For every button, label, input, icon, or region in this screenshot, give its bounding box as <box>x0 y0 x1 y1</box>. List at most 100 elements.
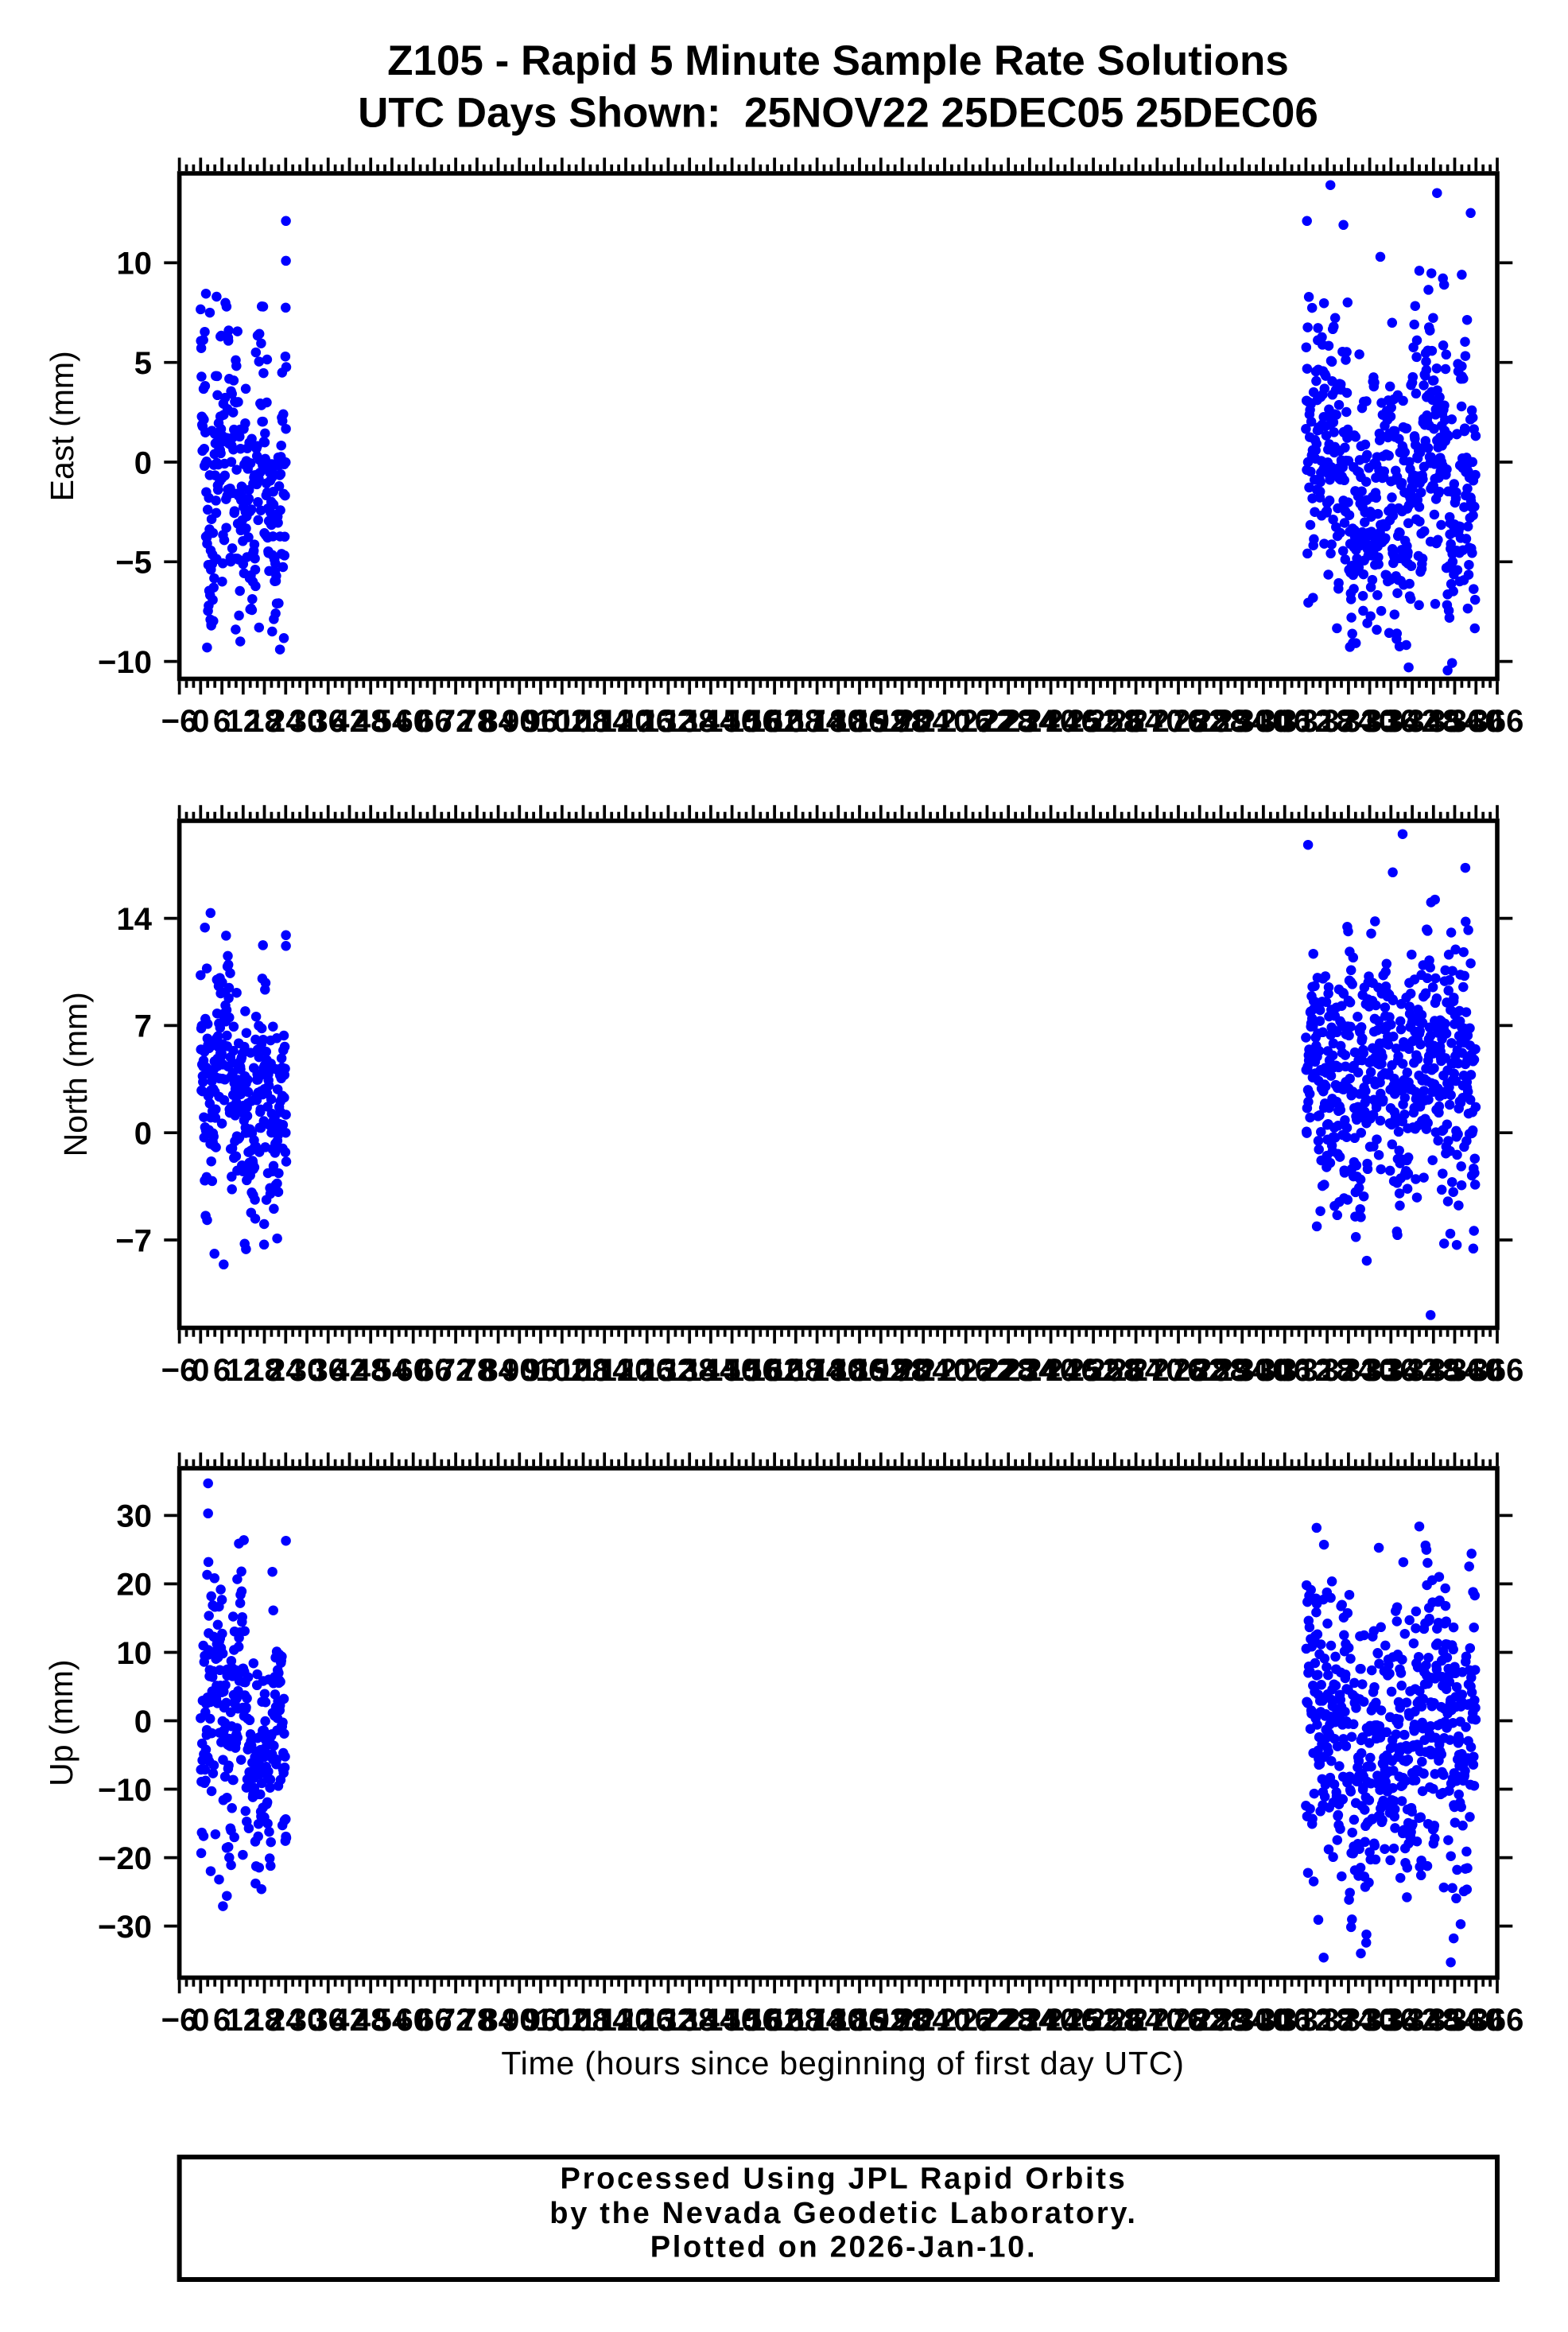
svg-text:276: 276 <box>1152 1353 1205 1388</box>
svg-text:300: 300 <box>1237 1353 1290 1388</box>
svg-text:East (mm): East (mm) <box>44 351 80 501</box>
svg-text:246: 246 <box>1046 2003 1099 2038</box>
svg-text:54: 54 <box>375 1353 410 1388</box>
svg-text:30: 30 <box>289 704 325 739</box>
svg-text:156: 156 <box>727 2003 780 2038</box>
svg-text:156: 156 <box>727 1353 780 1388</box>
svg-text:60: 60 <box>395 1353 431 1388</box>
svg-text:18: 18 <box>246 704 282 739</box>
svg-text:138: 138 <box>663 704 716 739</box>
svg-text:330: 330 <box>1343 704 1396 739</box>
svg-text:48: 48 <box>353 2003 389 2038</box>
svg-text:360: 360 <box>1450 1353 1503 1388</box>
svg-text:−7: −7 <box>115 1223 152 1258</box>
svg-text:Processed Using JPL Rapid Orbi: Processed Using JPL Rapid Orbits <box>561 2162 1127 2195</box>
svg-text:144: 144 <box>685 2003 738 2038</box>
svg-text:174: 174 <box>790 2003 844 2038</box>
svg-text:126: 126 <box>620 2003 673 2038</box>
svg-text:−5: −5 <box>115 546 152 581</box>
svg-text:180: 180 <box>812 1353 865 1388</box>
svg-text:96: 96 <box>523 1353 559 1388</box>
svg-text:96: 96 <box>523 2003 559 2038</box>
svg-text:300: 300 <box>1237 2003 1290 2038</box>
svg-text:336: 336 <box>1364 1353 1418 1388</box>
svg-text:306: 306 <box>1258 704 1311 739</box>
svg-text:186: 186 <box>833 704 887 739</box>
svg-text:48: 48 <box>353 704 389 739</box>
svg-text:90: 90 <box>502 1353 538 1388</box>
svg-text:174: 174 <box>790 704 844 739</box>
svg-text:42: 42 <box>332 1353 367 1388</box>
svg-text:150: 150 <box>705 1353 759 1388</box>
svg-text:252: 252 <box>1067 1353 1120 1388</box>
svg-text:210: 210 <box>918 704 972 739</box>
svg-text:0: 0 <box>134 445 152 480</box>
svg-text:156: 156 <box>727 704 780 739</box>
svg-text:318: 318 <box>1301 2003 1354 2038</box>
svg-text:20: 20 <box>117 1568 153 1603</box>
svg-text:54: 54 <box>375 2003 410 2038</box>
svg-text:120: 120 <box>600 704 653 739</box>
svg-text:228: 228 <box>982 2003 1035 2038</box>
svg-text:72: 72 <box>438 704 474 739</box>
svg-text:132: 132 <box>642 1353 695 1388</box>
svg-text:12: 12 <box>226 704 262 739</box>
svg-text:348: 348 <box>1407 2003 1460 2038</box>
svg-text:126: 126 <box>620 1353 673 1388</box>
svg-text:228: 228 <box>982 1353 1035 1388</box>
svg-text:270: 270 <box>1131 704 1184 739</box>
svg-text:144: 144 <box>685 1353 738 1388</box>
svg-text:72: 72 <box>438 1353 474 1388</box>
svg-text:276: 276 <box>1152 704 1205 739</box>
svg-text:222: 222 <box>961 2003 1014 2038</box>
svg-text:294: 294 <box>1216 2003 1269 2038</box>
svg-text:216: 216 <box>939 1353 992 1388</box>
svg-text:10: 10 <box>117 247 153 282</box>
svg-text:306: 306 <box>1258 1353 1311 1388</box>
svg-text:366: 366 <box>1471 2003 1524 2038</box>
svg-text:78: 78 <box>460 704 495 739</box>
svg-text:150: 150 <box>705 704 759 739</box>
svg-text:228: 228 <box>982 704 1035 739</box>
svg-text:24: 24 <box>268 1353 304 1388</box>
svg-text:180: 180 <box>812 2003 865 2038</box>
svg-text:330: 330 <box>1343 1353 1396 1388</box>
svg-text:North (mm): North (mm) <box>57 992 94 1156</box>
svg-text:282: 282 <box>1173 2003 1226 2038</box>
svg-text:30: 30 <box>117 1499 153 1534</box>
svg-text:114: 114 <box>579 704 631 739</box>
svg-text:6: 6 <box>213 704 231 739</box>
svg-text:258: 258 <box>1088 2003 1141 2038</box>
svg-text:150: 150 <box>705 2003 759 2038</box>
svg-text:114: 114 <box>579 1353 631 1388</box>
svg-text:240: 240 <box>1024 1353 1077 1388</box>
svg-text:354: 354 <box>1428 1353 1481 1388</box>
svg-text:−6: −6 <box>161 1353 198 1388</box>
svg-text:168: 168 <box>769 2003 822 2038</box>
svg-text:168: 168 <box>769 1353 822 1388</box>
svg-text:282: 282 <box>1173 1353 1226 1388</box>
svg-text:258: 258 <box>1088 704 1141 739</box>
svg-text:312: 312 <box>1279 704 1333 739</box>
svg-text:366: 366 <box>1471 704 1524 739</box>
svg-text:36: 36 <box>310 704 346 739</box>
svg-text:168: 168 <box>769 704 822 739</box>
svg-text:126: 126 <box>620 704 673 739</box>
svg-text:162: 162 <box>748 704 801 739</box>
svg-text:102: 102 <box>535 2003 588 2038</box>
svg-text:66: 66 <box>417 704 452 739</box>
svg-text:240: 240 <box>1024 704 1077 739</box>
svg-text:18: 18 <box>246 2003 282 2038</box>
svg-text:234: 234 <box>1003 2003 1057 2038</box>
svg-text:132: 132 <box>642 2003 695 2038</box>
svg-text:204: 204 <box>897 704 950 739</box>
svg-text:174: 174 <box>790 1353 844 1388</box>
svg-text:6: 6 <box>213 2003 231 2038</box>
svg-text:336: 336 <box>1364 704 1418 739</box>
svg-text:312: 312 <box>1279 1353 1333 1388</box>
svg-text:24: 24 <box>268 2003 304 2038</box>
svg-text:192: 192 <box>854 1353 907 1388</box>
svg-text:306: 306 <box>1258 2003 1311 2038</box>
svg-text:66: 66 <box>417 2003 452 2038</box>
svg-text:318: 318 <box>1301 1353 1354 1388</box>
